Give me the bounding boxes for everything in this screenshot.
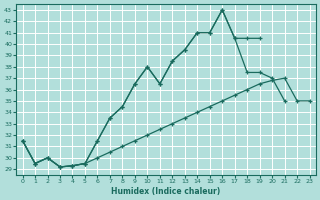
X-axis label: Humidex (Indice chaleur): Humidex (Indice chaleur) bbox=[111, 187, 221, 196]
